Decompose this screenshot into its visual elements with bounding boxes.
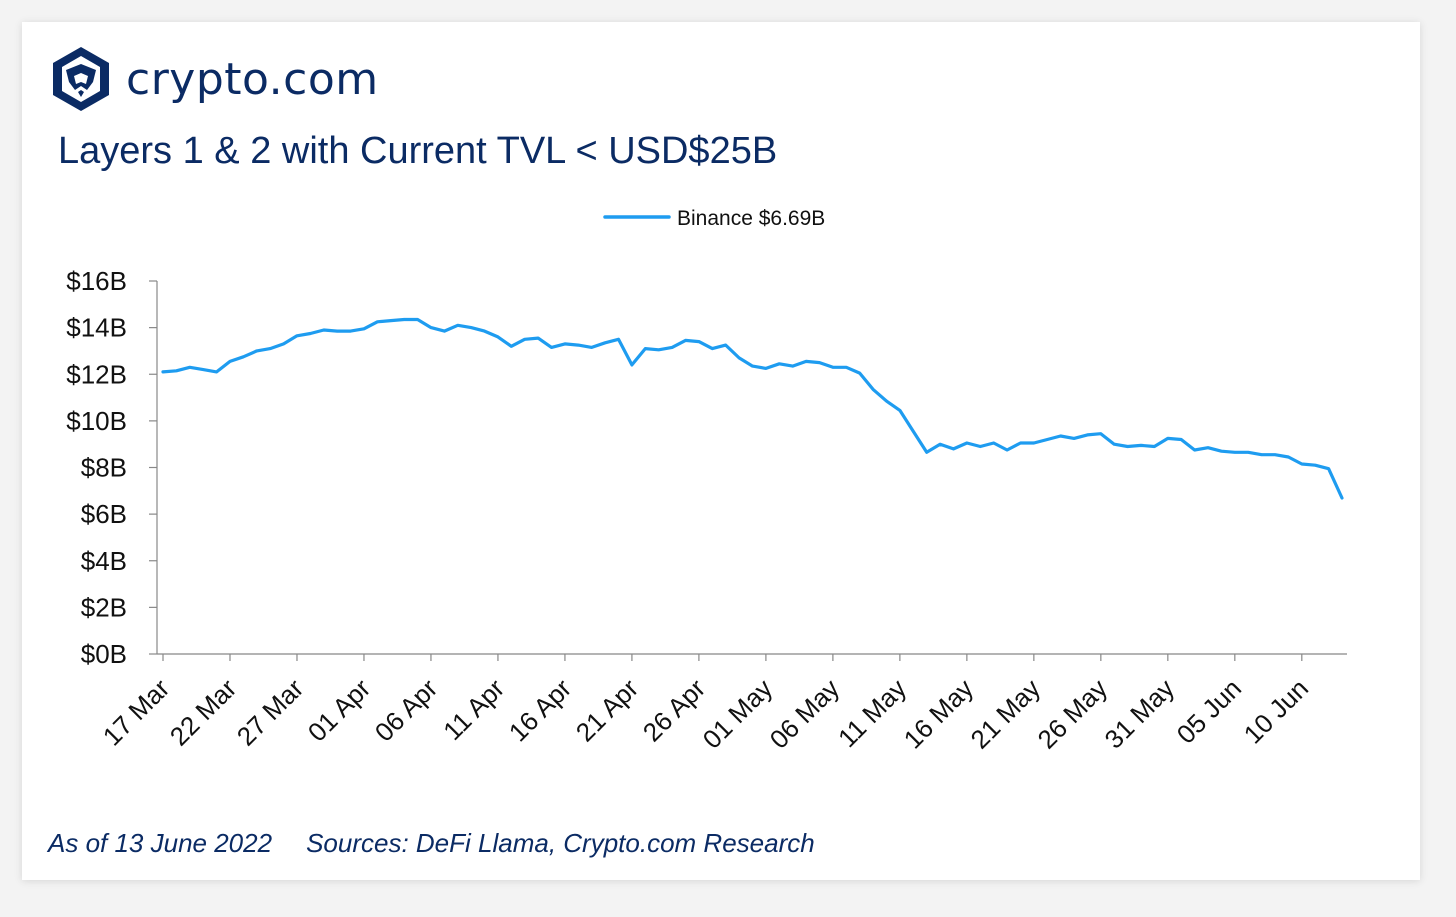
as-of-date: As of 13 June 2022 bbox=[48, 828, 273, 858]
x-tick-label: 16 Apr bbox=[503, 673, 578, 748]
y-tick-label: $4B bbox=[81, 546, 127, 576]
y-tick-label: $10B bbox=[66, 406, 127, 436]
x-tick-label: 26 May bbox=[1032, 673, 1114, 755]
x-tick-label: 01 Apr bbox=[302, 673, 377, 748]
x-tick-label: 21 Apr bbox=[570, 673, 645, 748]
x-tick-label: 10 Jun bbox=[1238, 673, 1314, 749]
chart-title: Layers 1 & 2 with Current TVL < USD$25B bbox=[58, 130, 778, 172]
chart-card: crypto.com Layers 1 & 2 with Current TVL… bbox=[22, 22, 1420, 880]
x-tick-label: 06 May bbox=[764, 673, 846, 755]
x-tick-label: 21 May bbox=[965, 673, 1047, 755]
legend-label: Binance $6.69B bbox=[677, 207, 825, 230]
y-tick-label: $6B bbox=[81, 499, 127, 529]
y-axis-ticks: $0B $2B $4B $6B $8B $10B $12B $14B $16B bbox=[66, 266, 157, 669]
x-tick-label: 22 Mar bbox=[164, 673, 243, 752]
y-tick-label: $2B bbox=[81, 592, 127, 622]
y-tick-label: $16B bbox=[66, 266, 127, 296]
y-tick-label: $0B bbox=[81, 639, 127, 669]
x-tick-label: 31 May bbox=[1099, 673, 1181, 755]
chart-footer: As of 13 June 2022 Sources: DeFi Llama, C… bbox=[48, 828, 815, 859]
x-tick-label: 11 Apr bbox=[437, 673, 510, 746]
brand-logo: crypto.com bbox=[52, 44, 379, 114]
y-tick-label: $12B bbox=[66, 359, 127, 389]
axes bbox=[156, 281, 1347, 655]
sources-note: Sources: DeFi Llama, Crypto.com Research bbox=[306, 828, 815, 858]
x-tick-label: 06 Apr bbox=[369, 673, 444, 748]
x-tick-label: 17 Mar bbox=[97, 673, 176, 752]
x-tick-label: 27 Mar bbox=[231, 673, 310, 752]
legend: Binance $6.69B bbox=[603, 207, 825, 230]
y-tick-label: $14B bbox=[66, 313, 127, 343]
y-tick-label: $8B bbox=[81, 453, 127, 483]
series-layer bbox=[161, 317, 1344, 500]
x-tick-label: 05 Jun bbox=[1171, 673, 1247, 749]
x-tick-label: 01 May bbox=[697, 673, 779, 755]
lion-shield-icon bbox=[53, 47, 109, 111]
series-line-binance bbox=[161, 317, 1344, 500]
x-tick-label: 11 May bbox=[832, 673, 912, 753]
x-tick-label: 16 May bbox=[898, 673, 980, 755]
brand-name: crypto.com bbox=[126, 53, 379, 105]
